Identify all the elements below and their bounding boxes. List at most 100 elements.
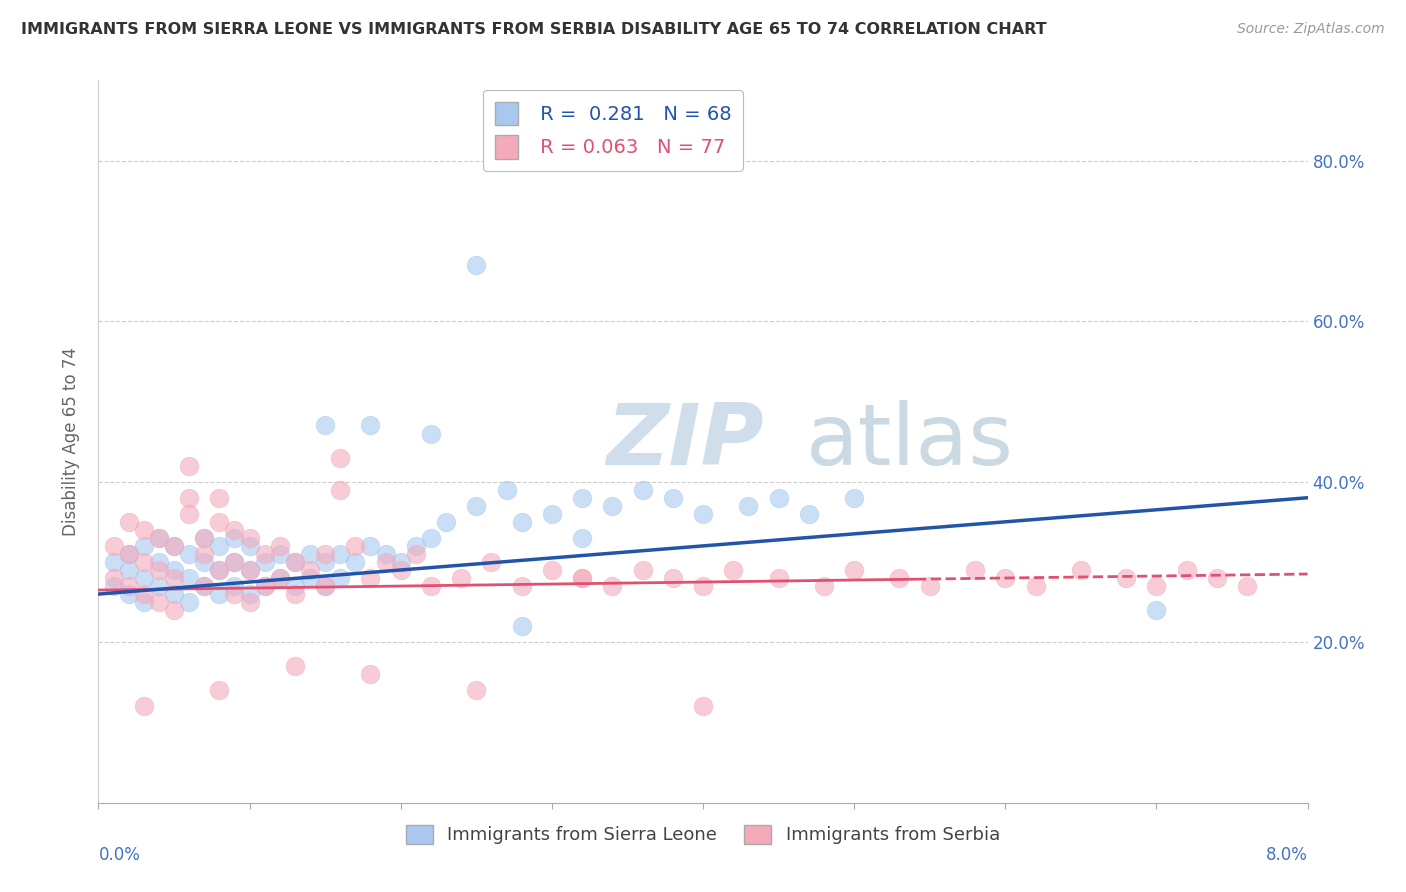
Point [360,571,382,585]
Point [844,491,866,505]
Text: 0.0%: 0.0% [98,847,141,864]
Point [374,547,396,561]
Point [269,547,291,561]
Point [329,483,352,497]
Point [434,515,457,529]
Point [103,579,125,593]
Point [148,579,170,593]
Point [661,571,683,585]
Point [163,587,186,601]
Point [163,563,186,577]
Point [450,571,472,585]
Point [208,587,231,601]
Point [193,555,215,569]
Point [737,499,759,513]
Point [103,555,125,569]
Point [405,547,427,561]
Point [1070,563,1092,577]
Point [132,539,155,553]
Point [208,491,231,505]
Point [148,555,170,569]
Point [420,531,443,545]
Point [329,450,352,465]
Point [465,683,488,698]
Point [1146,579,1168,593]
Point [208,683,231,698]
Point [253,547,276,561]
Point [813,579,835,593]
Point [465,499,488,513]
Point [163,539,186,553]
Point [360,539,382,553]
Point [239,587,262,601]
Point [405,539,427,553]
Point [844,563,866,577]
Point [239,595,262,609]
Point [193,579,215,593]
Point [253,555,276,569]
Point [1025,579,1047,593]
Point [510,619,533,633]
Point [239,539,262,553]
Point [1175,563,1198,577]
Point [179,595,201,609]
Point [994,571,1017,585]
Text: Source: ZipAtlas.com: Source: ZipAtlas.com [1237,22,1385,37]
Point [163,539,186,553]
Point [1206,571,1229,585]
Point [889,571,911,585]
Point [269,571,291,585]
Point [118,547,141,561]
Point [965,563,987,577]
Point [495,483,517,497]
Point [314,555,336,569]
Point [224,531,246,545]
Point [148,531,170,545]
Point [118,547,141,561]
Point [148,563,170,577]
Point [284,659,307,673]
Point [768,571,790,585]
Point [329,571,352,585]
Point [224,579,246,593]
Point [179,547,201,561]
Point [602,579,624,593]
Point [179,458,201,473]
Point [631,563,654,577]
Point [179,507,201,521]
Point [540,563,562,577]
Legend: Immigrants from Sierra Leone, Immigrants from Serbia: Immigrants from Sierra Leone, Immigrants… [395,814,1011,855]
Point [602,499,624,513]
Point [374,555,396,569]
Point [208,563,231,577]
Point [239,563,262,577]
Point [239,531,262,545]
Point [132,571,155,585]
Point [208,515,231,529]
Point [768,491,790,505]
Point [314,579,336,593]
Point [253,579,276,593]
Point [193,531,215,545]
Point [918,579,941,593]
Point [132,587,155,601]
Point [540,507,562,521]
Point [284,587,307,601]
Point [299,547,322,561]
Point [253,579,276,593]
Point [224,555,246,569]
Point [389,563,412,577]
Point [631,483,654,497]
Point [1115,571,1137,585]
Point [132,523,155,537]
Point [661,491,683,505]
Point [193,547,215,561]
Point [420,426,443,441]
Point [723,563,745,577]
Point [132,595,155,609]
Point [163,571,186,585]
Point [118,515,141,529]
Point [299,563,322,577]
Point [132,699,155,714]
Point [148,595,170,609]
